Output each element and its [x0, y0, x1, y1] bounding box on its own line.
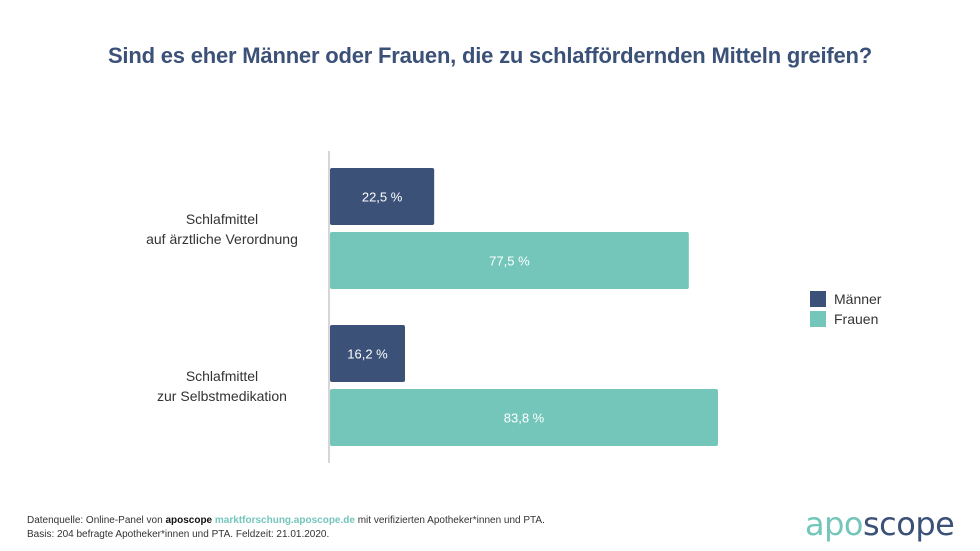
logo-part-apo: apo — [805, 505, 864, 543]
legend-label-frauen: Frauen — [834, 311, 879, 327]
chart-title: Sind es eher Männer oder Frauen, die zu … — [107, 43, 873, 68]
legend: Männer Frauen — [810, 289, 881, 329]
footer-suffix: mit verifizierten Apotheker*innen und PT… — [354, 515, 545, 526]
legend-swatch-frauen — [810, 311, 826, 327]
bar-frauen-0 — [330, 232, 689, 289]
footer-brand: aposcope — [165, 515, 213, 526]
legend-label-maenner: Männer — [834, 291, 882, 307]
category-label-1-line2: zur Selbstmedikation — [157, 388, 287, 404]
bar-maenner-0 — [330, 168, 435, 225]
category-label-0: Schlafmittel auf ärztliche Verordnung — [102, 209, 342, 249]
legend-swatch-maenner — [810, 291, 826, 307]
legend-item-maenner: Männer — [810, 289, 881, 309]
bar-frauen-1 — [330, 389, 718, 446]
data-label-maenner-1: 16,2 % — [347, 347, 388, 362]
category-label-1: Schlafmittel zur Selbstmedikation — [102, 366, 342, 406]
data-label-frauen-1: 83,8 % — [504, 411, 545, 426]
footer-link[interactable]: marktforschung.aposcope.de — [214, 515, 355, 526]
category-label-0-line2: auf ärztliche Verordnung — [146, 231, 298, 247]
category-label-1-line1: Schlafmittel — [185, 368, 259, 384]
data-label-maenner-0: 22,5 % — [362, 190, 403, 205]
bar-maenner-1 — [330, 325, 406, 382]
footer-prefix: Datenquelle: Online-Panel von — [27, 515, 166, 526]
logo-part-scope: scope — [863, 505, 955, 543]
footer-line-2: Basis: 204 befragte Apotheker*innen und … — [27, 529, 330, 540]
data-label-frauen-0: 77,5 % — [489, 254, 530, 269]
footer-line-1: Datenquelle: Online-Panel von aposcope m… — [27, 514, 545, 528]
footer-source: Datenquelle: Online-Panel von aposcope m… — [27, 514, 545, 542]
legend-item-frauen: Frauen — [810, 309, 881, 329]
aposcope-logo: aposcope — [805, 505, 955, 543]
category-label-0-line1: Schlafmittel — [185, 211, 259, 227]
